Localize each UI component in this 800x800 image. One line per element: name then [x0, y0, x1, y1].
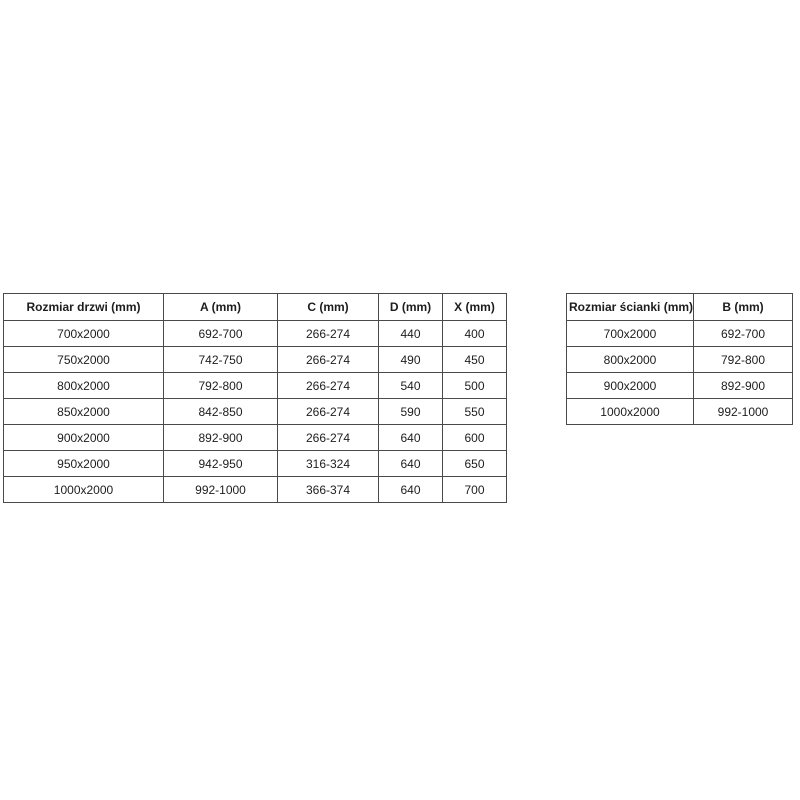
table-cell: 266-274	[277, 372, 379, 399]
table-row: 1000x2000 992-1000	[566, 398, 793, 425]
table-cell: 792-800	[163, 372, 278, 399]
table-cell: 750x2000	[3, 346, 164, 373]
table-cell: 366-374	[277, 476, 379, 503]
table-cell: 700x2000	[3, 320, 164, 347]
table-cell: 650	[442, 450, 507, 477]
table-cell: 590	[378, 398, 443, 425]
column-header: Rozmiar drzwi (mm)	[3, 293, 164, 321]
table-cell: 640	[378, 450, 443, 477]
table-cell: 942-950	[163, 450, 278, 477]
table-row: 800x2000 792-800	[566, 346, 793, 373]
column-header: C (mm)	[277, 293, 379, 321]
table-cell: 800x2000	[566, 346, 694, 373]
table-cell: 892-900	[693, 372, 793, 399]
table-cell: 850x2000	[3, 398, 164, 425]
table-cell: 800x2000	[3, 372, 164, 399]
table-row: 700x2000 692-700	[566, 320, 793, 347]
column-header: D (mm)	[378, 293, 443, 321]
table-cell: 440	[378, 320, 443, 347]
table-header-row: Rozmiar ścianki (mm) B (mm)	[566, 293, 793, 321]
table-cell: 700x2000	[566, 320, 694, 347]
table-cell: 266-274	[277, 346, 379, 373]
table-cell: 266-274	[277, 398, 379, 425]
table-row: 700x2000 692-700 266-274 440 400	[3, 320, 507, 347]
table-row: 950x2000 942-950 316-324 640 650	[3, 450, 507, 477]
table-cell: 1000x2000	[3, 476, 164, 503]
table-cell: 266-274	[277, 424, 379, 451]
column-header: X (mm)	[442, 293, 507, 321]
table-cell: 742-750	[163, 346, 278, 373]
table-cell: 950x2000	[3, 450, 164, 477]
door-sizes-table: Rozmiar drzwi (mm) A (mm) C (mm) D (mm) X (m…	[3, 293, 507, 503]
table-cell: 892-900	[163, 424, 278, 451]
wall-sizes-table: Rozmiar ścianki (mm) B (mm) 700x2000 692-70…	[566, 293, 793, 425]
column-header: A (mm)	[163, 293, 278, 321]
table-cell: 500	[442, 372, 507, 399]
table-cell: 316-324	[277, 450, 379, 477]
table-cell: 600	[442, 424, 507, 451]
table-cell: 692-700	[693, 320, 793, 347]
table-cell: 842-850	[163, 398, 278, 425]
table-cell: 692-700	[163, 320, 278, 347]
table-cell: 540	[378, 372, 443, 399]
table-row: 850x2000 842-850 266-274 590 550	[3, 398, 507, 425]
column-header: B (mm)	[693, 293, 793, 321]
table-cell: 900x2000	[3, 424, 164, 451]
table-cell: 266-274	[277, 320, 379, 347]
table-row: 800x2000 792-800 266-274 540 500	[3, 372, 507, 399]
table-header-row: Rozmiar drzwi (mm) A (mm) C (mm) D (mm) X (m…	[3, 293, 507, 321]
table-cell: 640	[378, 476, 443, 503]
table-cell: 450	[442, 346, 507, 373]
column-header: Rozmiar ścianki (mm)	[566, 293, 694, 321]
table-cell: 400	[442, 320, 507, 347]
table-cell: 792-800	[693, 346, 793, 373]
table-cell: 1000x2000	[566, 398, 694, 425]
table-cell: 640	[378, 424, 443, 451]
table-cell: 550	[442, 398, 507, 425]
table-cell: 900x2000	[566, 372, 694, 399]
table-row: 900x2000 892-900	[566, 372, 793, 399]
table-row: 1000x2000 992-1000 366-374 640 700	[3, 476, 507, 503]
table-row: 900x2000 892-900 266-274 640 600	[3, 424, 507, 451]
table-cell: 490	[378, 346, 443, 373]
table-cell: 700	[442, 476, 507, 503]
table-cell: 992-1000	[163, 476, 278, 503]
table-row: 750x2000 742-750 266-274 490 450	[3, 346, 507, 373]
table-cell: 992-1000	[693, 398, 793, 425]
